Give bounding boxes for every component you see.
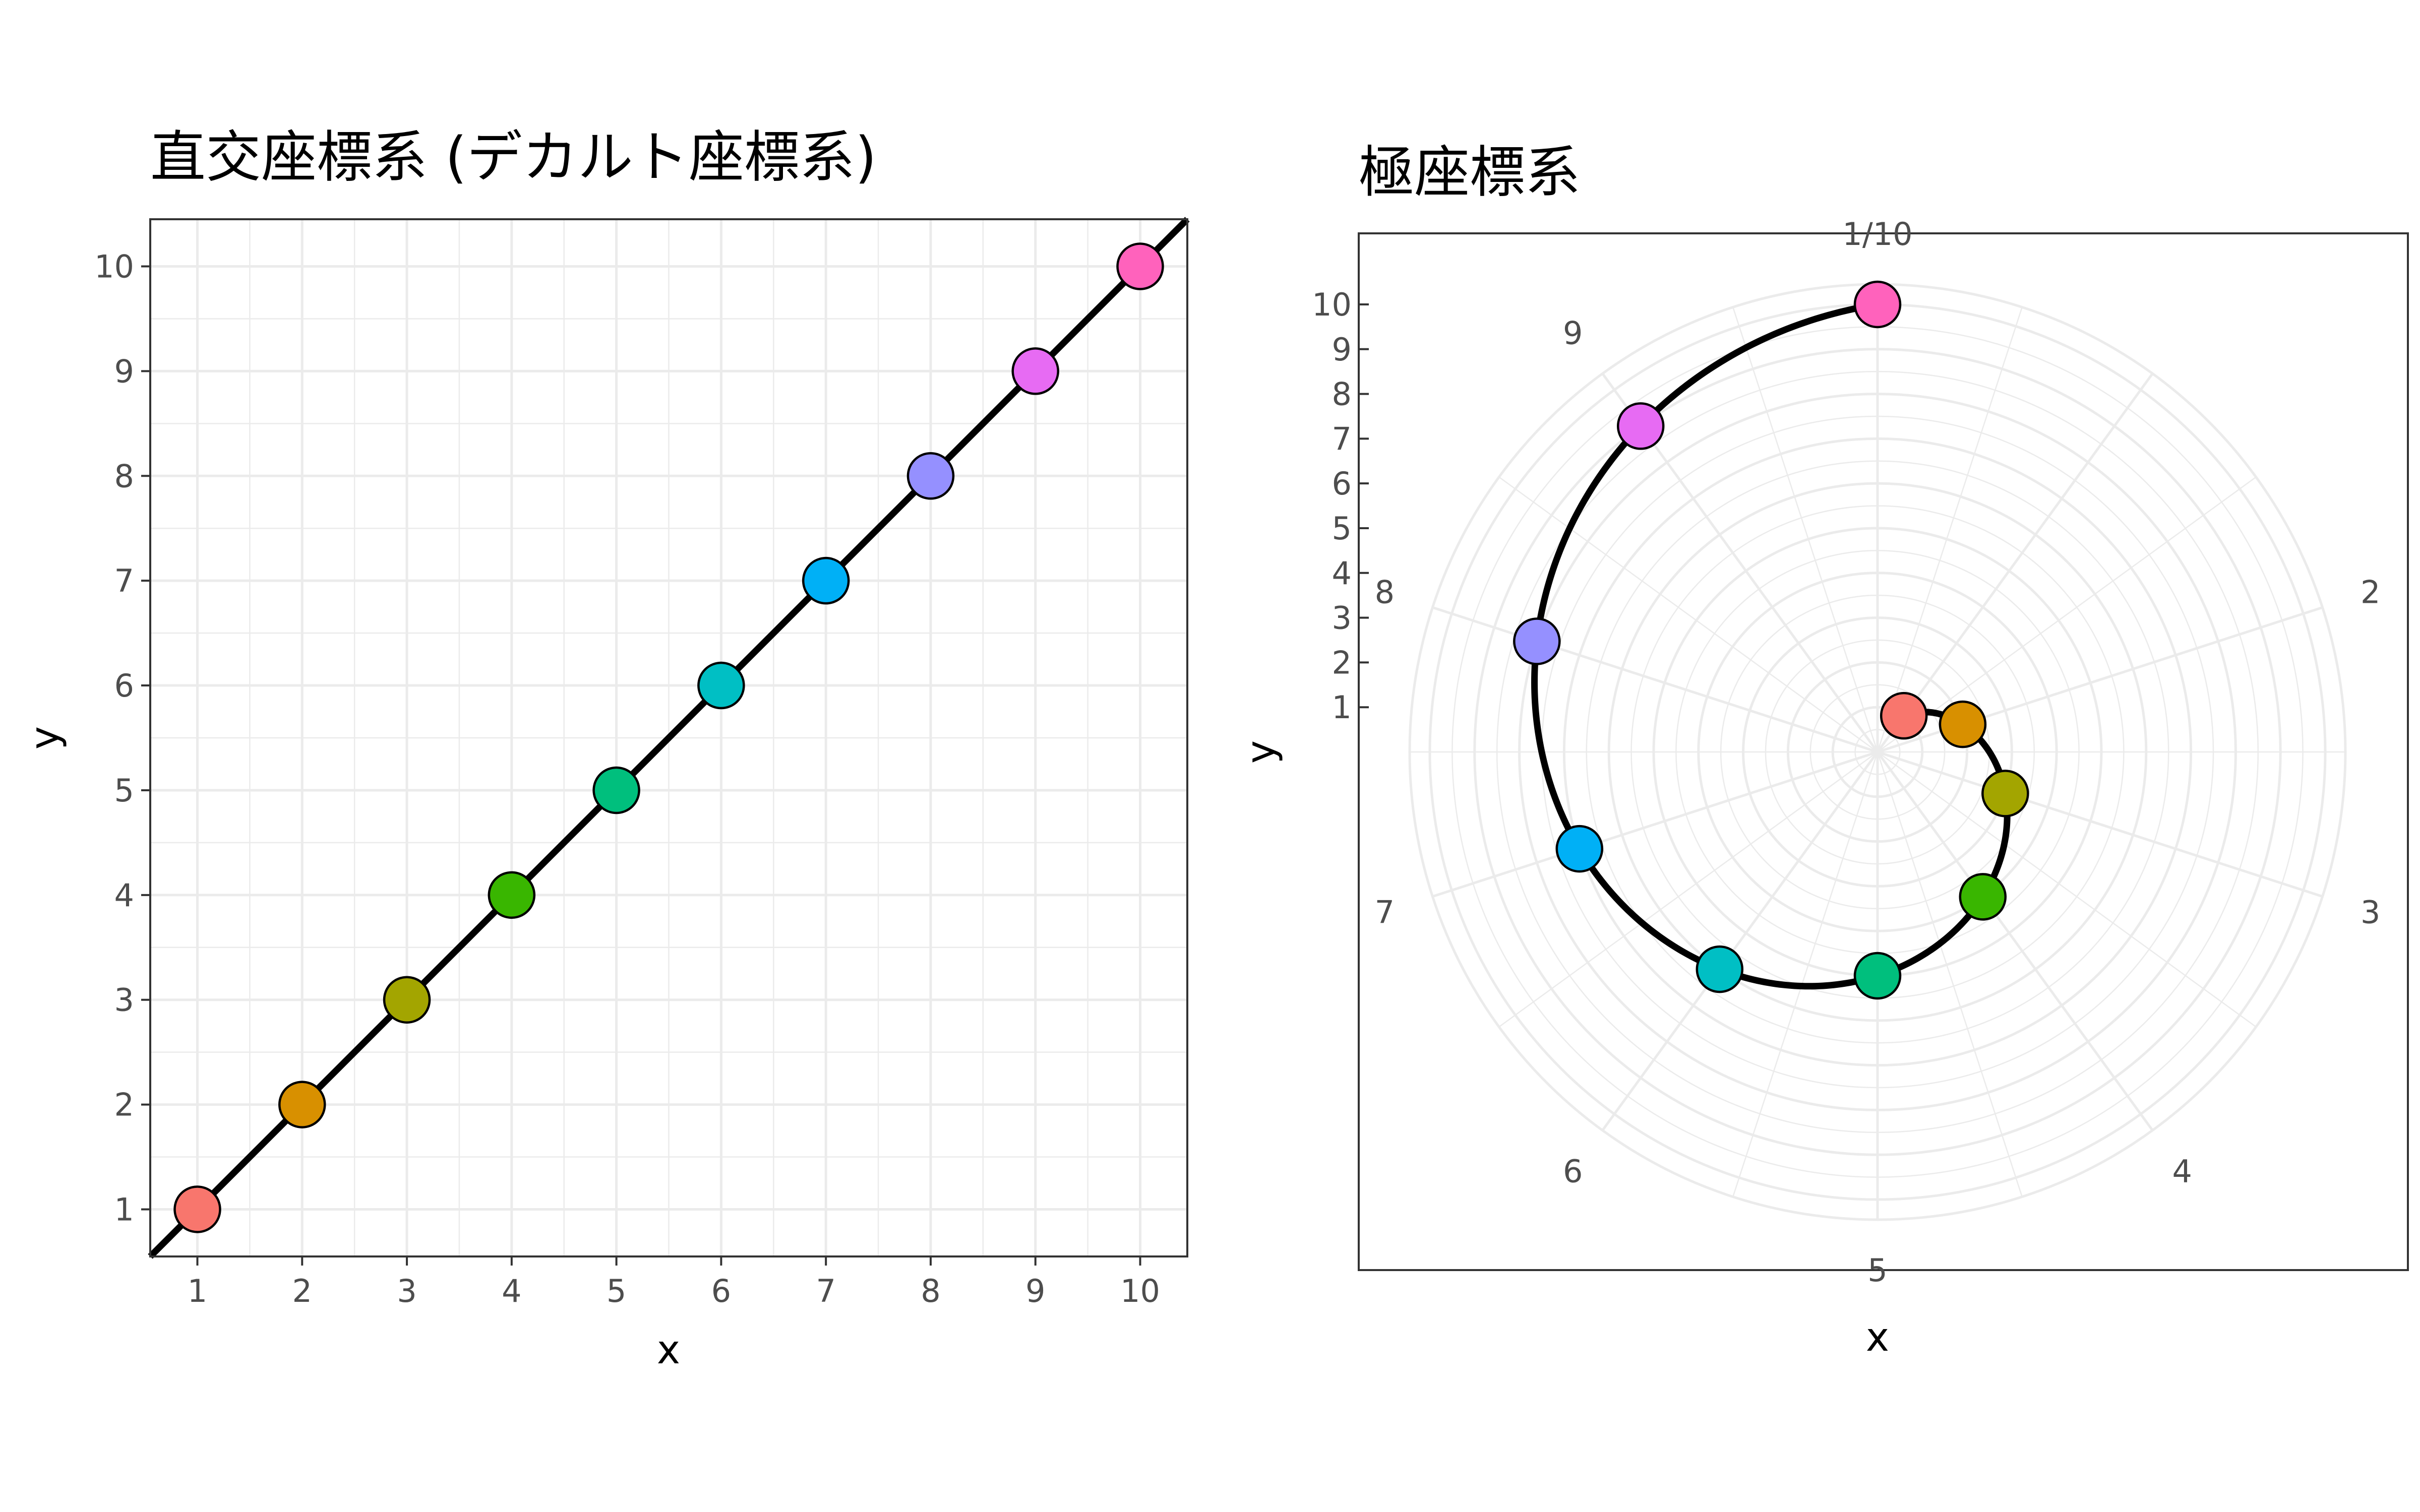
cartesian-y-ticks: 1 2 3 4 5 6 7 8 9 10 [94,248,150,1228]
cartesian-x-ticks: 1 2 3 4 5 6 7 8 9 10 [188,1256,1160,1309]
y-tick-label: 5 [114,772,134,809]
cartesian-data-point [278,1081,326,1128]
y-tick-label: 10 [94,248,134,285]
y-tick-label: 8 [114,458,134,494]
cartesian-data-point [697,661,745,710]
angular-major-gridline [1877,750,2323,898]
x-tick-label: 10 [1120,1273,1160,1309]
angular-tick-label: 8 [1375,574,1395,610]
y-tick-label: 3 [114,982,134,1019]
y-tick-label: 6 [114,667,134,704]
cartesian-data-point [802,556,850,605]
y-tick-label: 9 [114,353,134,390]
angular-minor-gridline [1877,307,2023,752]
cartesian-point-layer [173,242,1164,1233]
angular-tick-label: 3 [2361,894,2380,931]
cartesian-data-point [906,452,955,500]
polar-radial-ticks: 1 2 3 4 5 6 7 8 9 10 [1312,286,1369,726]
angular-tick-label: 9 [1563,314,1583,351]
angular-minor-gridline [1877,476,2257,753]
cartesian-data-point [1116,242,1164,290]
y-tick-label: 4 [114,877,134,914]
cartesian-title: 直交座標系 (デカルト座標系) [150,125,877,190]
polar-data-point [1616,402,1665,450]
angular-major-gridline [1432,606,1878,753]
cartesian-data-point [592,766,640,814]
cartesian-x-axis-label: x [657,1328,680,1373]
x-tick-label: 4 [502,1273,521,1309]
cartesian-data-point [173,1185,221,1233]
polar-x-axis-label: x [1866,1315,1889,1360]
x-tick-label: 6 [711,1273,731,1309]
polar-point-layer [1513,280,2029,1000]
angular-tick-label: 6 [1563,1153,1583,1190]
angular-minor-gridline [1877,751,2023,1197]
polar-data-point [1513,617,1561,665]
x-tick-label: 7 [816,1273,835,1309]
x-tick-label: 9 [1025,1273,1045,1309]
x-tick-label: 2 [292,1273,312,1309]
polar-data-point [1880,691,1928,740]
x-tick-label: 3 [397,1273,416,1309]
y-tick-label: 7 [114,562,134,599]
polar-y-axis-label: y [1238,740,1284,764]
polar-series-line [1531,301,2011,990]
polar-data-point [1853,280,1902,329]
polar-data-point [1696,945,1744,993]
angular-minor-gridline [1732,307,1879,752]
angular-minor-gridline [1732,751,1879,1197]
polar-line-layer [1531,301,2011,990]
polar-data-point [1939,700,1987,748]
angular-tick-label: 7 [1375,894,1395,931]
angular-minor-gridline [1877,751,2257,1028]
cartesian-series-line [148,217,1190,1259]
radial-tick-label: 8 [1332,376,1352,413]
angular-major-gridline [1876,751,2154,1131]
angular-tick-label: 5 [1867,1252,1887,1289]
radial-tick-label: 7 [1332,420,1352,457]
radial-tick-label: 1 [1332,689,1352,726]
y-tick-label: 1 [114,1191,134,1228]
radial-tick-label: 5 [1332,510,1352,547]
cartesian-data-point [1011,347,1059,395]
radial-tick-label: 10 [1312,286,1352,323]
cartesian-data-point [383,976,431,1024]
polar-data-point [1555,825,1604,873]
angular-tick-label: 4 [2172,1153,2192,1190]
y-tick-label: 2 [114,1087,134,1123]
polar-data-point [1981,770,2029,817]
radial-tick-label: 3 [1332,600,1352,637]
polar-data-point [1959,873,2007,921]
cartesian-data-point [488,871,536,919]
cartesian-panel-border [149,218,1188,1257]
polar-panel: 極座標系 1/10 2 3 4 5 6 7 8 9 1 2 3 4 5 6 7 8 9 10 x y [1238,140,2409,1360]
polar-title: 極座標系 [1359,140,1581,205]
angular-major-gridline [1876,372,2154,753]
angular-major-gridline [1601,751,1879,1131]
radial-tick-label: 6 [1332,465,1352,502]
angular-minor-gridline [1498,751,1878,1028]
angular-tick-label: 1/10 [1842,216,1912,253]
angular-major-gridline [1432,750,1878,898]
polar-grid [1408,283,2347,1221]
radial-tick-label: 2 [1332,644,1352,681]
cartesian-line-layer [148,217,1190,1259]
angular-tick-label: 2 [2361,574,2380,610]
polar-angular-ticks: 1/10 2 3 4 5 6 7 8 9 [1375,216,2381,1289]
cartesian-panel: 直交座標系 (デカルト座標系) 1 2 3 4 5 6 7 8 9 10 12345678910 … [22,125,1190,1373]
radial-tick-label: 4 [1332,555,1352,592]
radial-tick-label: 9 [1332,331,1352,368]
x-tick-label: 8 [921,1273,940,1309]
x-tick-label: 1 [188,1273,207,1309]
polar-panel-border [1358,232,2409,1271]
polar-data-point [1853,952,1902,1000]
angular-minor-gridline [1498,476,1878,753]
cartesian-y-axis-label: y [22,726,68,749]
x-tick-label: 5 [607,1273,626,1309]
